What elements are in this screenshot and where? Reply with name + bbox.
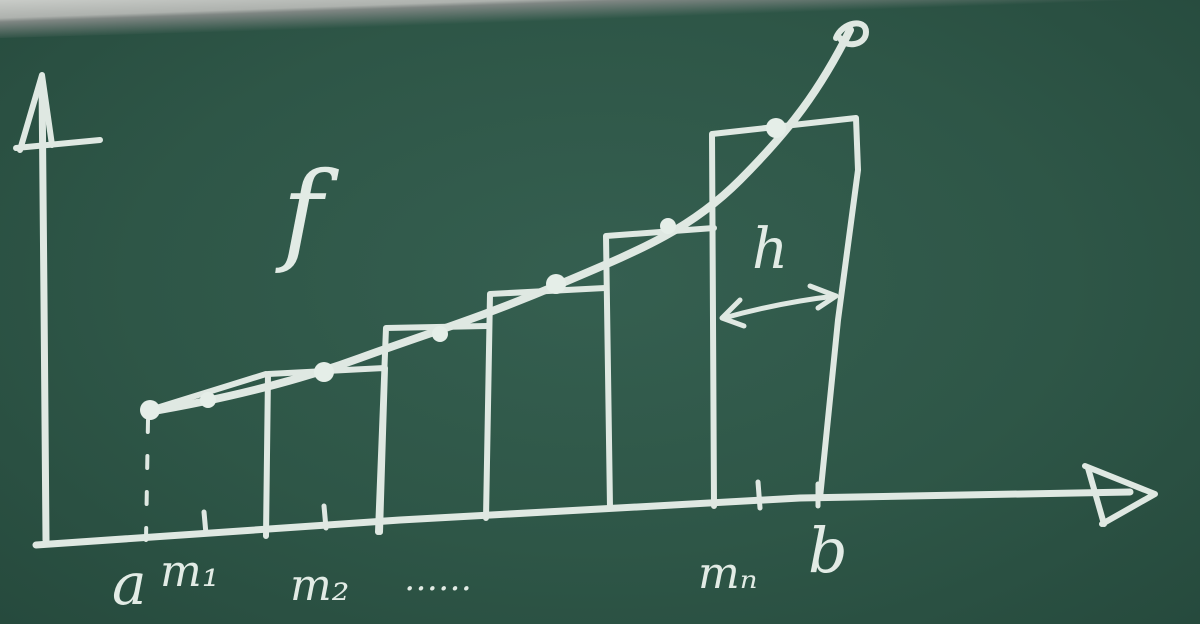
midpoint-4-marker <box>546 274 566 294</box>
tick-m1 <box>201 509 209 537</box>
curve-end-loop <box>833 20 869 48</box>
function-curve <box>144 26 854 416</box>
midpoint-n-marker <box>766 118 786 138</box>
y-axis-arrow-crossbar <box>13 137 103 151</box>
point-a <box>140 400 160 420</box>
midpoint-1-label: m₁ <box>160 546 219 597</box>
width-label: h <box>752 217 788 282</box>
rectangle-5 <box>603 225 717 511</box>
rectangle-6 <box>709 115 861 509</box>
midpoint-2-label: m₂ <box>290 560 349 611</box>
y-axis-arrowhead <box>17 72 55 153</box>
interval-start-label: a <box>112 550 147 618</box>
x-axis <box>32 488 1134 549</box>
tick-mn <box>755 479 763 511</box>
ellipsis-label: …… <box>404 559 472 599</box>
rectangle-4 <box>483 285 608 521</box>
x-ticks <box>201 479 821 537</box>
midpoint-1-marker <box>200 392 216 408</box>
midpoint-3-marker <box>432 326 448 342</box>
tick-m2 <box>321 503 329 531</box>
midpoint-n-label: mₙ <box>698 548 758 599</box>
midpoint-2-marker <box>314 362 334 382</box>
rectangles <box>147 115 861 539</box>
function-label: f <box>275 148 339 276</box>
interval-end-label: b <box>808 514 848 587</box>
x-axis-arrow-stem <box>1085 465 1107 527</box>
midpoint-markers <box>140 118 786 420</box>
width-arrow-left-head <box>719 297 747 329</box>
a-guide-dashes <box>144 418 150 542</box>
midpoint-5-marker <box>660 218 676 234</box>
x-axis-arrowhead <box>1082 463 1158 527</box>
y-axis <box>38 76 50 544</box>
width-arrow <box>721 293 839 321</box>
rectangle-3 <box>375 323 490 535</box>
width-arrow-right-head <box>807 283 839 311</box>
